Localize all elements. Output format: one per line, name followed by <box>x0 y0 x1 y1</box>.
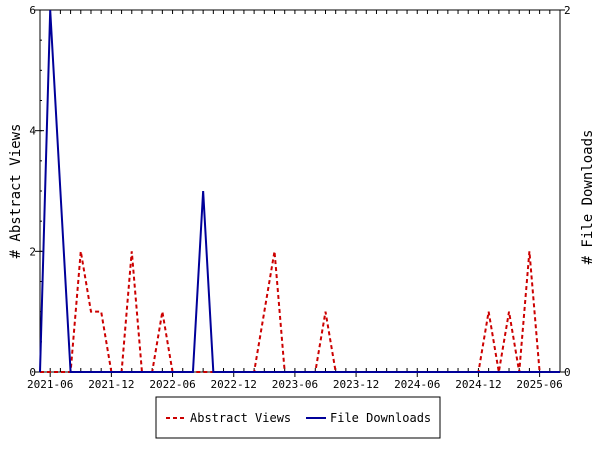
y-axis-left-title: # Abstract Views <box>8 124 24 259</box>
y-left-tick-label: 0 <box>29 366 36 379</box>
legend-label-abstract-views: Abstract Views <box>190 411 291 425</box>
x-tick-label: 2021-06 <box>27 378 73 391</box>
y-left-tick-label: 4 <box>29 125 36 138</box>
legend: Abstract Views File Downloads <box>155 396 441 439</box>
x-tick-label: 2023-06 <box>272 378 318 391</box>
y-right-tick-label: 0 <box>564 366 571 379</box>
x-tick-label: 2022-12 <box>211 378 257 391</box>
x-tick-label: 2025-06 <box>516 378 562 391</box>
x-tick-label: 2024-12 <box>455 378 501 391</box>
y-right-tick-label: 2 <box>564 4 571 17</box>
x-tick-label: 2023-12 <box>333 378 379 391</box>
y-left-tick-label: 6 <box>29 4 36 17</box>
x-tick-label: 2024-06 <box>394 378 440 391</box>
legend-label-file-downloads: File Downloads <box>330 411 431 425</box>
plot-area <box>39 9 561 373</box>
y-axis-right-title: # File Downloads <box>580 130 596 265</box>
legend-box <box>155 396 441 439</box>
y-axis-left: 0 2 4 6 <box>29 4 44 379</box>
y-left-tick-label: 2 <box>29 245 36 258</box>
series-line-file-downloads <box>39 9 560 373</box>
x-tick-label: 2022-06 <box>149 378 195 391</box>
x-axis: 2021-06 2021-12 2022-06 2022-12 2023-06 2023-… <box>27 10 563 391</box>
series-layer <box>39 9 560 373</box>
x-tick-label: 2021-12 <box>88 378 134 391</box>
